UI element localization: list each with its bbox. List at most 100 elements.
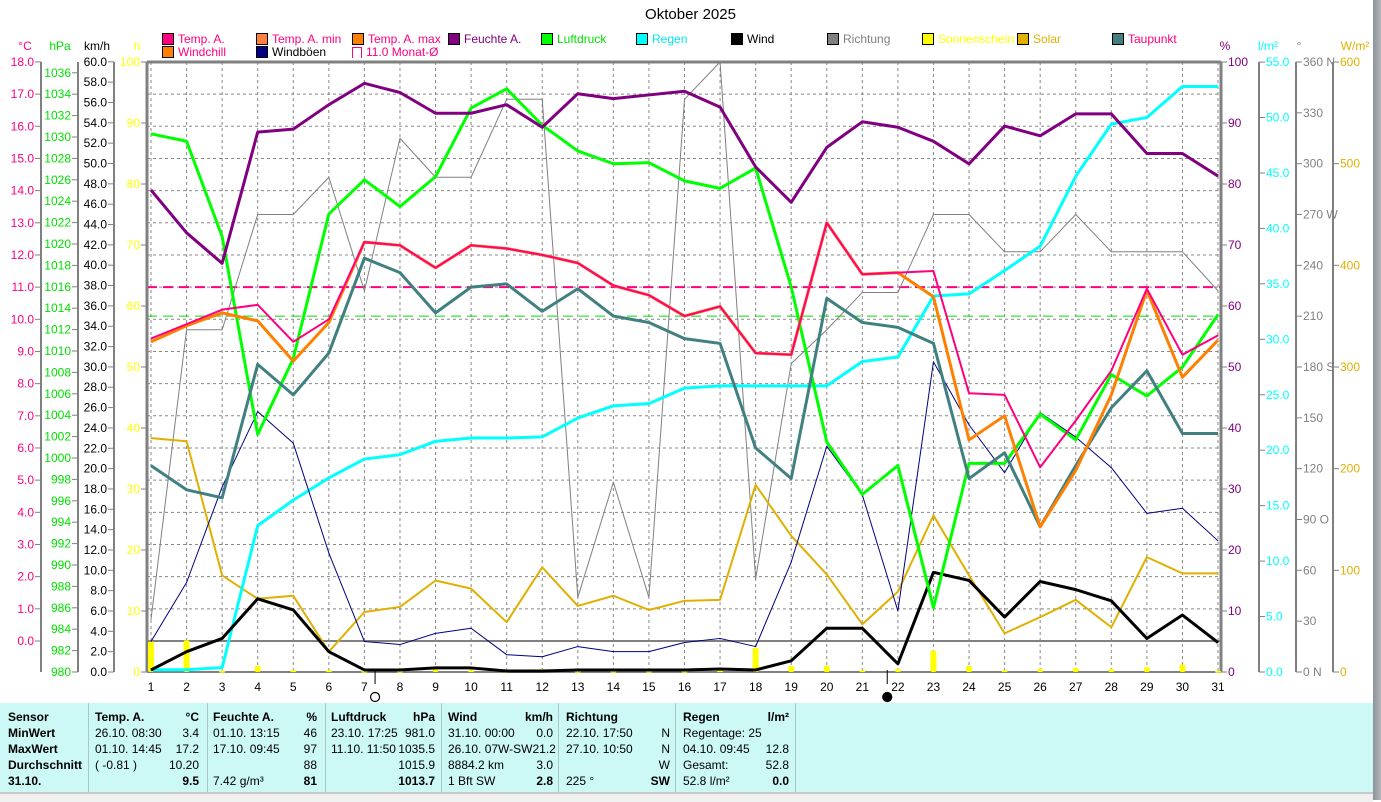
data-point-windb-en [435,632,437,634]
data-point-taupunkt [1110,407,1112,409]
data-point-taupunkt [968,478,970,480]
data-point-luftdruck [221,236,223,238]
legend-label: Solar [1033,32,1062,46]
stats-label: ( -0.81 ) [95,758,138,772]
data-point-feuchte-a [1181,153,1183,154]
stats-value: N [661,742,670,756]
stats-value: 3.4 [182,726,199,740]
data-point-regen [755,385,757,387]
stats-row: 23.10. 17:25 981.0 [331,725,435,741]
data-point-windb-en [541,656,543,658]
data-point-richtung [577,596,579,598]
stats-row: 1 Bft SW 2.8 [448,773,553,789]
stats-value: °C [185,710,199,724]
axis-tick-label-pct: 50 [1228,360,1242,374]
stats-value: 88 [303,758,317,772]
x-tick-label: 11 [500,680,513,694]
data-point-solar [435,579,437,581]
data-point-luftdruck [1110,374,1112,376]
stats-label: 17.10. 09:45 [213,742,280,756]
data-point-windb-en [577,646,579,648]
legend-swatch-icon [922,33,934,45]
stats-row: 225 ° SW [566,773,670,789]
stats-value: 1015.9 [398,758,435,772]
data-point-windb-en [150,640,152,642]
legend-item: Richtung [827,32,890,46]
data-point-windb-en [363,640,365,642]
legend-swatch-icon [256,33,268,45]
data-point-wind [328,651,330,653]
axis-tick-label-rain: 35.0 [1266,277,1290,291]
stats-label: 52.8 l/m² [683,774,730,788]
x-tick-label: 10 [464,680,478,694]
data-point-richtung [1039,251,1041,253]
axis-tick-label-kmh: 36.0 [84,299,108,313]
data-point-solar [755,484,757,486]
data-point-regen [648,403,650,405]
sunshine-bar [717,670,724,673]
data-point-luftdruck [1146,395,1148,397]
data-point-luftdruck [968,462,970,464]
data-point-wind [861,627,863,629]
legend-label: 11.0 Monat-Ø [366,45,439,59]
data-point-richtung [363,290,365,292]
data-point-windb-en [826,445,828,447]
data-point-solar [506,621,508,623]
data-point-solar [150,437,152,439]
data-point-luftdruck [470,107,472,109]
data-point-taupunkt [577,288,579,290]
column-divider [207,703,208,792]
axis-tick-label-deg: 120 [1303,462,1323,476]
stats-row: 22.10. 17:50 N [566,725,670,741]
legend-swatch-icon [827,33,839,45]
data-point-taupunkt [363,257,365,259]
x-tick-label: 17 [713,680,727,694]
axis-tick-label-pct: 90 [1228,116,1242,130]
axis-tick-label-kmh: 60.0 [84,55,108,69]
axis-tick-label-kmh: 32.0 [84,340,108,354]
axis-tick-label-kmh: 26.0 [84,401,108,415]
data-point-regen [363,458,365,460]
legend-item: Sonnenschein [922,32,1014,46]
stats-label: Temp. A. [95,710,145,724]
x-tick-label: 3 [219,680,226,694]
legend-item: Temp. A. [162,32,225,46]
legend-swatch-icon [541,33,553,45]
data-point-temp-a [719,305,721,307]
data-point-windchill [257,320,259,322]
data-point-temp-a [577,262,579,264]
axis-tick-label-hpa: 1006 [44,387,71,401]
sunshine-bar [1179,664,1186,672]
axis-tick-label-rain: 30.0 [1266,332,1290,346]
sunshine-bar [1143,667,1150,672]
data-point-richtung [897,291,899,293]
axis-tick-label-pct: 70 [1228,238,1242,252]
data-point-wind [541,670,543,672]
axis-tick-label-pct: 20 [1228,543,1242,557]
data-point-wind [399,669,401,671]
legend-item: Luftdruck [541,32,606,46]
data-point-taupunkt [541,310,543,312]
data-point-luftdruck [1004,462,1006,464]
data-point-luftdruck [684,180,685,182]
data-point-feuchte-a [1075,113,1077,115]
data-point-wind [755,669,757,671]
data-point-windb-en [186,582,188,584]
data-point-taupunkt [1217,433,1219,435]
data-point-feuchte-a [1039,135,1041,137]
stats-row: 26.10. 07W-SW 21.2 [448,741,556,757]
data-point-windchill [1110,394,1112,396]
stats-value: l/m² [767,710,789,724]
axis-tick-label-hpa: 996 [51,494,71,508]
axis-tick-label-hpa: 994 [51,515,71,529]
data-point-windchill [186,325,188,327]
stats-value: SW [650,774,670,788]
axis-unit-deg: ° [1297,39,1302,53]
data-point-windchill [932,296,934,298]
x-tick-label: 24 [962,680,976,694]
axis-unit-rain: l/m² [1258,39,1278,53]
axis-tick-label-temp: 5.0 [17,473,34,487]
data-point-taupunkt [399,272,401,274]
data-point-windb-en [292,442,294,444]
data-point-wind [470,667,472,669]
